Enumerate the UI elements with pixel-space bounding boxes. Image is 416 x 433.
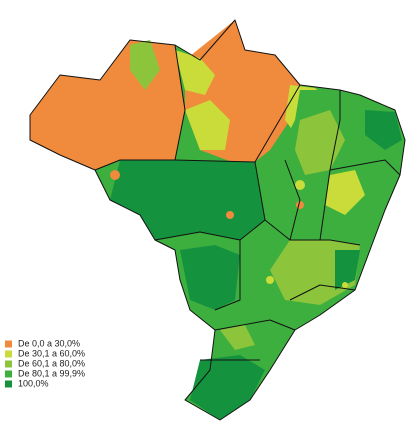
legend: De 0,0 a 30,0%De 30,1 a 60,0%De 60,1 a 8… (5, 338, 85, 388)
legend-swatch (5, 350, 12, 358)
state-border (214, 240, 241, 311)
region (342, 282, 348, 288)
state-border (319, 90, 341, 241)
region (130, 40, 160, 90)
region (266, 276, 274, 284)
region (365, 110, 402, 150)
legend-swatch (5, 380, 12, 388)
region (335, 250, 360, 290)
region (30, 40, 185, 170)
state-border (284, 159, 301, 241)
legend-label: De 60,1 a 80,0% (18, 358, 85, 368)
region (296, 201, 304, 209)
country-border (29, 19, 406, 421)
legend-swatch (5, 340, 12, 348)
legend-swatch (5, 370, 12, 378)
legend-label: De 0,0 a 30,0% (18, 338, 80, 348)
region (110, 170, 120, 180)
state-border (329, 159, 401, 176)
state-border (264, 219, 361, 246)
region (190, 355, 265, 420)
region (185, 100, 230, 150)
region (226, 211, 234, 219)
region (325, 170, 365, 215)
legend-label: 100,0% (18, 378, 49, 388)
region (180, 245, 240, 310)
state-border (289, 284, 356, 301)
region (220, 325, 255, 350)
legend-label: De 30,1 a 60,0% (18, 348, 85, 358)
region (110, 160, 265, 240)
state-border (214, 319, 296, 331)
legend-swatch (5, 360, 12, 368)
legend-label: De 80,1 a 99,9% (18, 368, 85, 378)
region (295, 180, 305, 190)
region (175, 50, 215, 95)
